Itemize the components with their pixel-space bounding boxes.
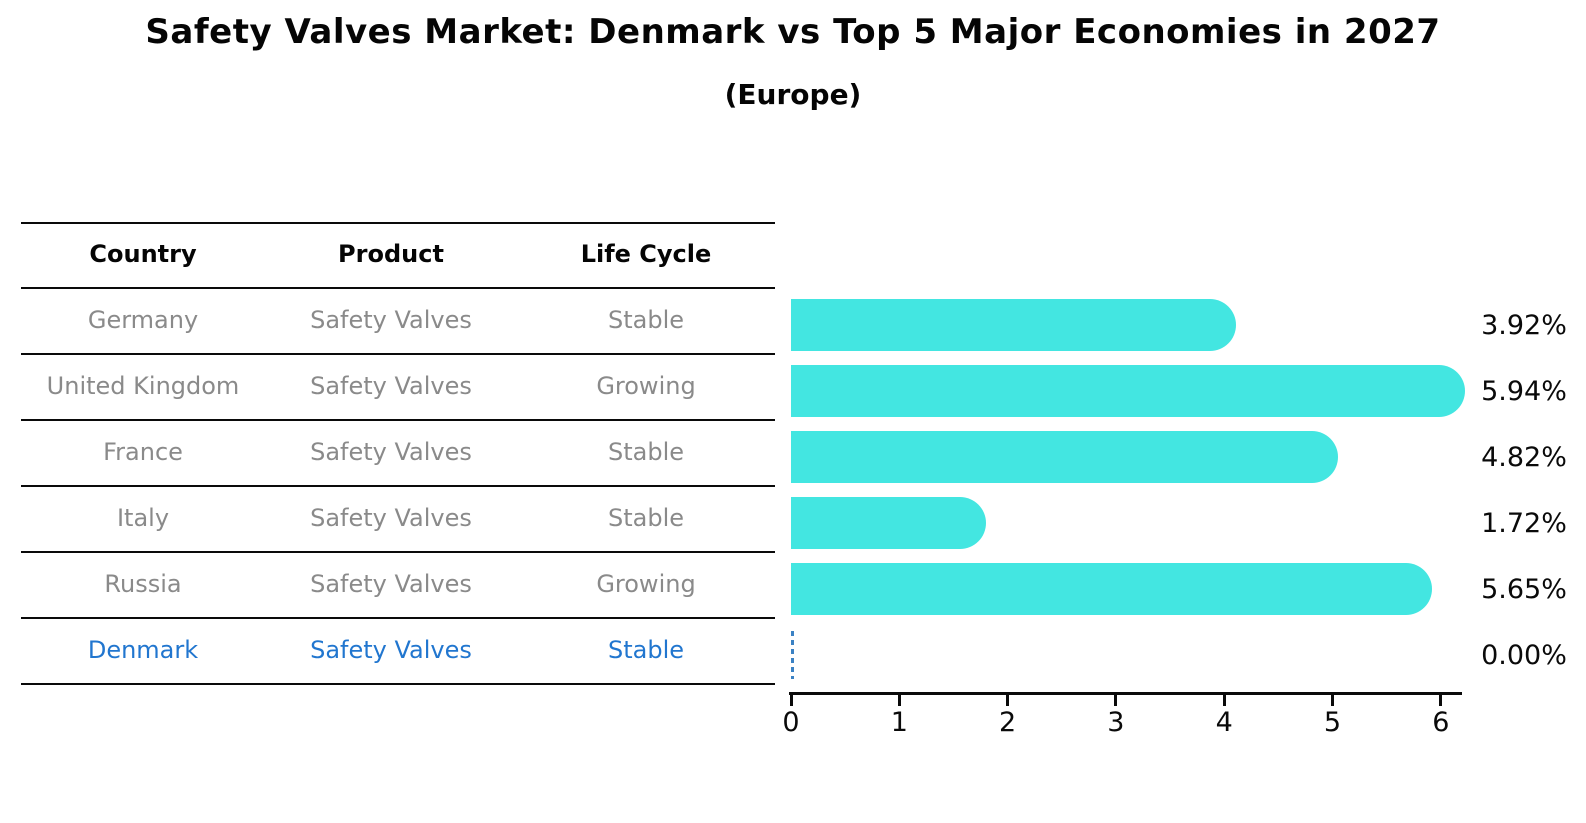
bar-united-kingdom xyxy=(791,365,1465,417)
table-rule xyxy=(21,222,775,224)
table-rule xyxy=(21,287,775,289)
table-rule xyxy=(21,683,775,685)
tick-label: 3 xyxy=(1107,707,1125,738)
tick-label: 6 xyxy=(1432,707,1450,738)
tick-mark xyxy=(1114,695,1118,706)
table-rule xyxy=(21,419,775,421)
tick-mark xyxy=(789,695,793,706)
country-cell: France xyxy=(103,438,183,466)
table-header-life-cycle: Life Cycle xyxy=(580,240,712,268)
table-header-country: Country xyxy=(89,240,197,268)
life-cycle-cell: Stable xyxy=(607,306,685,334)
tick-label: 2 xyxy=(999,707,1017,738)
value-label-italy: 1.72% xyxy=(1481,508,1567,539)
table-rule xyxy=(21,485,775,487)
life-cycle-cell: Growing xyxy=(596,372,696,400)
value-label-russia: 5.65% xyxy=(1481,574,1567,605)
page-subtitle: (Europe) xyxy=(724,78,862,111)
country-cell: Denmark xyxy=(87,636,199,664)
x-axis-tick-4: 4 xyxy=(1194,695,1254,738)
bar-italy xyxy=(791,497,986,549)
table-row-united-kingdom: United Kingdom Safety Valves Growing xyxy=(21,353,775,419)
table-rule xyxy=(21,353,775,355)
product-cell: Safety Valves xyxy=(310,306,472,334)
product-cell: Safety Valves xyxy=(310,636,472,664)
value-label-germany: 3.92% xyxy=(1481,310,1567,341)
life-cycle-cell: Stable xyxy=(607,504,685,532)
x-axis-tick-5: 5 xyxy=(1303,695,1363,738)
value-label-france: 4.82% xyxy=(1481,442,1567,473)
country-cell: Russia xyxy=(104,570,182,598)
value-label-denmark: 0.00% xyxy=(1481,640,1567,671)
country-cell: Germany xyxy=(87,306,199,334)
tick-label: 4 xyxy=(1215,707,1233,738)
x-axis-tick-2: 2 xyxy=(978,695,1038,738)
table-row-russia: Russia Safety Valves Growing xyxy=(21,551,775,617)
tick-mark xyxy=(897,695,901,706)
product-cell: Safety Valves xyxy=(310,570,472,598)
life-cycle-cell: Growing xyxy=(596,570,696,598)
table-row-france: France Safety Valves Stable xyxy=(21,419,775,485)
table-rule xyxy=(21,617,775,619)
tick-label: 0 xyxy=(782,707,800,738)
table-row-germany: Germany Safety Valves Stable xyxy=(21,287,775,353)
country-cell: United Kingdom xyxy=(46,372,240,400)
x-axis-tick-0: 0 xyxy=(761,695,821,738)
tick-mark xyxy=(1331,695,1334,706)
tick-mark xyxy=(1222,695,1226,706)
value-label-united-kingdom: 5.94% xyxy=(1481,376,1567,407)
table-rule xyxy=(21,551,775,553)
tick-label: 1 xyxy=(890,707,908,738)
bar-denmark-zero-marker xyxy=(791,631,794,679)
product-cell: Safety Valves xyxy=(310,438,472,466)
tick-label: 5 xyxy=(1323,707,1342,738)
bar-russia xyxy=(791,563,1432,615)
table-row-italy: Italy Safety Valves Stable xyxy=(21,485,775,551)
table-header-row: Country Product Life Cycle xyxy=(21,222,775,287)
table-header-product: Product xyxy=(338,240,444,268)
page-title: Safety Valves Market: Denmark vs Top 5 M… xyxy=(145,12,1441,52)
x-axis-tick-3: 3 xyxy=(1086,695,1146,738)
x-axis-tick-6: 6 xyxy=(1411,695,1471,738)
x-axis-line xyxy=(789,692,1462,695)
x-axis-tick-1: 1 xyxy=(869,695,929,738)
tick-mark xyxy=(1439,695,1443,706)
life-cycle-cell: Stable xyxy=(607,438,685,466)
bar-france xyxy=(791,431,1338,483)
tick-mark xyxy=(1006,695,1010,706)
bar-germany xyxy=(791,299,1236,351)
product-cell: Safety Valves xyxy=(310,504,472,532)
table-row-denmark: Denmark Safety Valves Stable xyxy=(21,617,775,683)
life-cycle-cell: Stable xyxy=(607,636,685,664)
product-cell: Safety Valves xyxy=(310,372,472,400)
bar-chart: 0 1 2 3 4 5 6 xyxy=(782,287,1551,767)
country-cell: Italy xyxy=(116,504,170,532)
